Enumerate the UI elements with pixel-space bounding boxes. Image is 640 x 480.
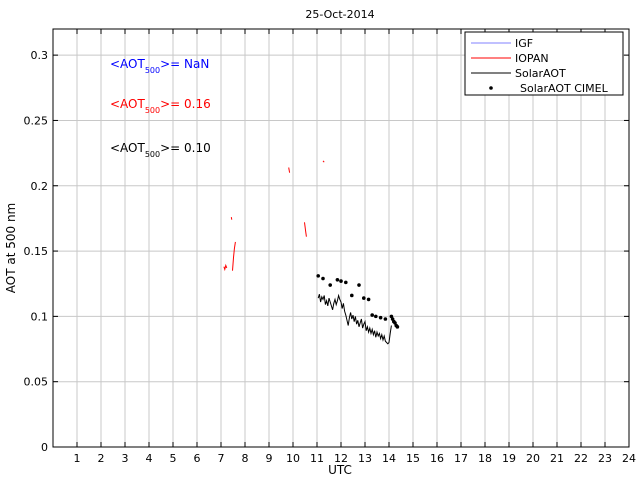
x-tick-label: 1	[74, 452, 81, 465]
legend-label: SolarAOT CIMEL	[520, 82, 609, 95]
x-tick-label: 3	[122, 452, 129, 465]
cimel-point	[395, 325, 400, 329]
x-tick-label: 23	[598, 452, 612, 465]
x-tick-label: 18	[478, 452, 492, 465]
annotation-suffix: >= 0.16	[160, 97, 211, 111]
aot-mean-annotation: <AOT500>= 0.10	[110, 141, 211, 159]
x-tick-label: 20	[526, 452, 540, 465]
legend-label: IOPAN	[515, 52, 549, 65]
series-line-iopan	[288, 167, 291, 173]
series-layer	[223, 160, 400, 345]
legend: IGF IOPAN SolarAOT SolarAOT CIMEL	[464, 31, 624, 96]
cimel-point	[374, 314, 378, 319]
x-tick-label: 5	[170, 452, 177, 465]
annotation-subscript: 500	[145, 66, 160, 75]
cimel-point	[366, 297, 371, 302]
x-tick-label: 19	[502, 452, 516, 465]
y-tick-label: 0.05	[24, 376, 49, 389]
x-tick-label: 10	[286, 452, 300, 465]
legend-marker	[489, 86, 493, 90]
cimel-point	[370, 313, 375, 317]
x-tick-label: 13	[358, 452, 372, 465]
y-axis-label: AOT at 500 nm	[4, 203, 18, 293]
x-tick-label: 6	[194, 452, 201, 465]
series-line-iopan	[304, 222, 307, 237]
y-tick-label: 0.3	[31, 49, 49, 62]
cimel-point	[328, 283, 333, 287]
y-tick-label: 0.2	[31, 180, 49, 193]
cimel-point	[378, 315, 383, 320]
x-tick-label: 11	[310, 452, 324, 465]
cimel-point	[335, 278, 340, 282]
x-axis-label: UTC	[328, 463, 352, 477]
y-tick-label: 0	[41, 441, 48, 454]
x-tick-label: 7	[218, 452, 225, 465]
annotation-subscript: 500	[145, 106, 160, 115]
cimel-point	[321, 276, 325, 281]
grid	[53, 29, 630, 447]
x-tick-label: 16	[430, 452, 444, 465]
x-tick-label: 12	[334, 452, 348, 465]
cimel-point	[339, 279, 343, 283]
x-tick-label: 17	[454, 452, 468, 465]
cimel-point	[357, 283, 361, 287]
x-tick-label: 8	[242, 452, 249, 465]
annotation-suffix: >= NaN	[160, 57, 209, 71]
x-tick-label: 22	[574, 452, 588, 465]
x-tick-label: 2	[98, 452, 105, 465]
annotation-prefix: <AOT	[110, 57, 145, 71]
cimel-point	[350, 293, 354, 298]
y-tick-label: 0.1	[31, 310, 49, 323]
annotation-subscript: 500	[145, 150, 160, 159]
x-tick-label: 9	[266, 452, 273, 465]
cimel-point	[362, 296, 366, 300]
legend-label: SolarAOT	[515, 67, 566, 80]
aot-mean-annotation: <AOT500>= NaN	[110, 57, 209, 75]
series-line-iopan	[230, 217, 233, 220]
series-line-iopan	[223, 263, 228, 272]
aot-mean-annotation: <AOT500>= 0.16	[110, 97, 211, 115]
aot-annotations: <AOT500>= NaN<AOT500>= 0.16<AOT500>= 0.1…	[110, 57, 211, 159]
annotation-prefix: <AOT	[110, 141, 145, 155]
series-line-iopan	[322, 160, 325, 163]
x-tick-label: 24	[622, 452, 636, 465]
x-tick-label: 4	[146, 452, 153, 465]
y-tick-label: 0.15	[24, 245, 49, 258]
series-line-iopan	[232, 241, 236, 271]
y-tick-label: 0.25	[24, 114, 49, 127]
x-tick-label: 14	[382, 452, 396, 465]
x-tick-label: 15	[406, 452, 420, 465]
cimel-point	[383, 317, 388, 321]
legend-label: IGF	[515, 37, 533, 50]
annotation-suffix: >= 0.10	[160, 141, 211, 155]
x-tick-label: 21	[550, 452, 564, 465]
cimel-point	[344, 280, 348, 285]
series-line-solaraot	[317, 293, 392, 345]
chart-title: 25-Oct-2014	[305, 8, 374, 21]
cimel-point	[316, 274, 321, 278]
annotation-prefix: <AOT	[110, 97, 145, 111]
